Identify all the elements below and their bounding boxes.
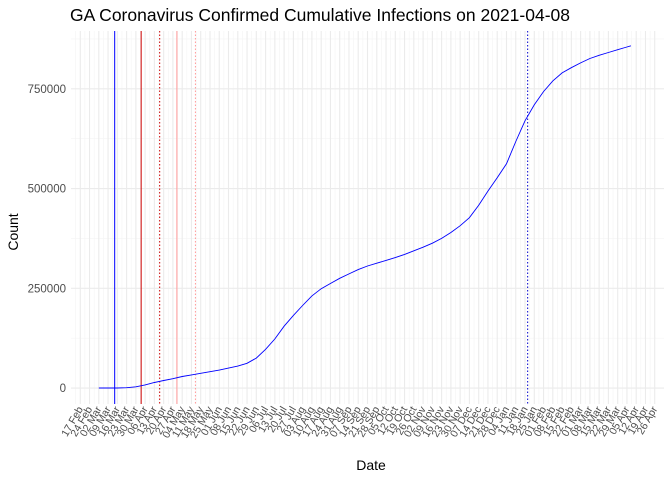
- x-axis-title: Date: [356, 457, 386, 473]
- y-axis-title: Count: [5, 213, 21, 250]
- series-line: [98, 45, 632, 389]
- y-tick-label: 500000: [28, 184, 66, 196]
- y-tick-label: 0: [60, 383, 66, 395]
- y-tick-label: 250000: [28, 283, 66, 295]
- reference-lines: [114, 31, 529, 404]
- series-group: [98, 45, 632, 389]
- y-tick-labels: 0 250000 500000 750000: [28, 84, 66, 395]
- chart-title: GA Coronavirus Confirmed Cumulative Infe…: [70, 5, 570, 25]
- grid-major: [71, 31, 664, 404]
- y-tick-label: 750000: [28, 84, 66, 96]
- grid-minor: [71, 31, 664, 404]
